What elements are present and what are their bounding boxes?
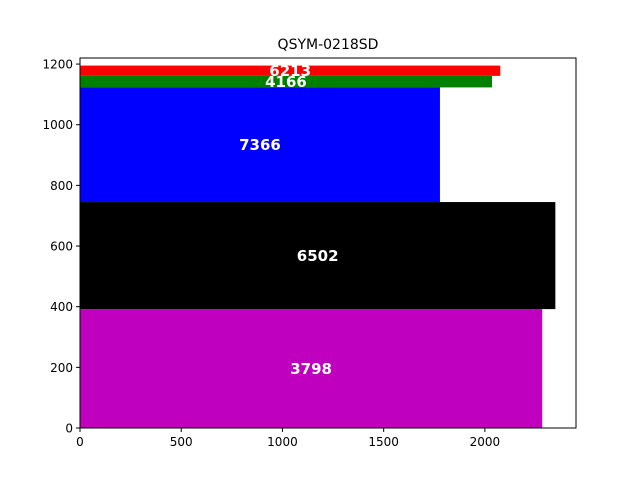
bar-2	[80, 87, 440, 203]
bar-0	[80, 309, 543, 428]
y-tick-label-3: 600	[50, 240, 73, 254]
x-axis: 0 500 1000 1500 2000	[76, 428, 500, 449]
bar-label-4: 6213	[269, 62, 311, 80]
chart-title: QSYM-0218SD	[278, 37, 379, 53]
bar-1	[80, 202, 556, 310]
x-tick-label-0: 0	[76, 435, 84, 449]
plot-frame	[79, 57, 577, 429]
x-tick-label-2: 1000	[267, 435, 298, 449]
y-tick-label-1: 200	[50, 361, 73, 375]
y-tick-label-4: 800	[50, 179, 73, 193]
bar-3	[80, 75, 492, 88]
y-axis: 0 200 400 600 800 1000 1200	[42, 58, 80, 436]
x-tick-label-4: 2000	[470, 435, 501, 449]
x-tick-label-3: 1500	[368, 435, 399, 449]
bar-label-2: 7366	[239, 136, 281, 154]
x-tick-label-1: 500	[170, 435, 193, 449]
bar-label-1: 6502	[297, 247, 339, 265]
y-tick-label-6: 1200	[42, 58, 73, 72]
y-tick-label-0: 0	[65, 422, 73, 436]
y-tick-label-5: 1000	[42, 118, 73, 132]
bar-label-0: 3798	[290, 360, 332, 378]
y-tick-label-2: 400	[50, 300, 73, 314]
bar-label-3: 4166	[265, 73, 307, 91]
bar-4	[80, 65, 501, 76]
